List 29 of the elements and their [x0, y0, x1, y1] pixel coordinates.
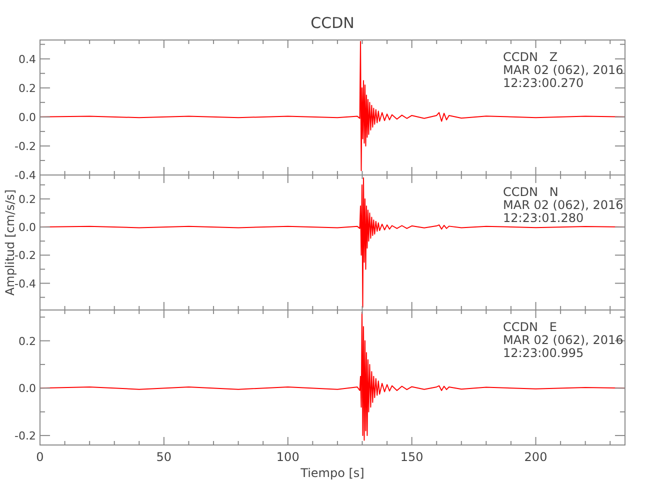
y-tick-label: -0.2	[14, 140, 36, 153]
y-tick-label: 0.4	[18, 52, 36, 66]
annotation: 12:23:00.270	[503, 76, 584, 90]
x-tick-label: 50	[156, 450, 172, 464]
y-tick-label: -0.2	[14, 249, 36, 262]
x-tick-label: 150	[400, 450, 424, 464]
y-tick-label: -0.4	[14, 277, 36, 290]
x-axis-title: Tiempo [s]	[300, 466, 364, 480]
annotation: MAR 02 (062), 2016	[503, 333, 624, 347]
annotation: CCDN E	[503, 320, 557, 334]
y-tick-label: -0.4	[14, 169, 36, 182]
annotation: CCDN Z	[503, 50, 558, 64]
y-tick-label: -0.2	[14, 430, 36, 443]
x-tick-label: 0	[36, 450, 44, 464]
x-tick-label: 100	[276, 450, 300, 464]
annotation: MAR 02 (062), 2016	[503, 63, 624, 77]
y-tick-label: 0.0	[18, 221, 36, 234]
y-tick-label: 0.2	[18, 82, 36, 95]
y-tick-label: 0.2	[18, 192, 36, 206]
y-tick-label: 0.0	[18, 382, 36, 396]
x-tick-label: 200	[524, 450, 548, 464]
chart-title: CCDN	[310, 14, 354, 32]
y-axis-title: Amplitud [cm/s/s]	[3, 189, 17, 296]
annotation: 12:23:01.280	[503, 211, 584, 225]
y-tick-label: 0.2	[18, 334, 36, 348]
annotation: CCDN N	[503, 185, 558, 199]
y-tick-label: 0.0	[18, 110, 36, 124]
annotation: MAR 02 (062), 2016	[503, 198, 624, 212]
annotation: 12:23:00.995	[503, 346, 584, 360]
